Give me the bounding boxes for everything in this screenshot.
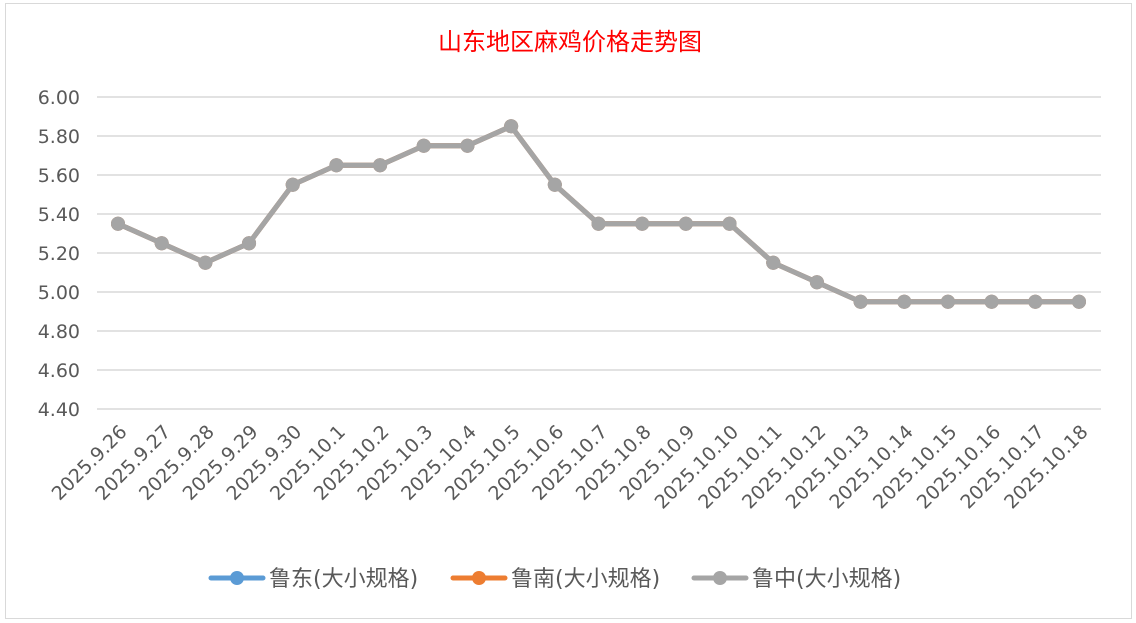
data-point [329, 158, 344, 173]
legend-marker-icon [230, 571, 244, 585]
data-point [635, 216, 650, 231]
data-point [591, 216, 606, 231]
legend-label: 鲁东(大小规格) [269, 567, 418, 592]
data-point [198, 255, 213, 270]
data-point [853, 294, 868, 309]
legend-marker-icon [713, 571, 727, 585]
data-point [897, 294, 912, 309]
data-point [547, 177, 562, 192]
data-point [722, 216, 737, 231]
legend-marker-icon [472, 571, 486, 585]
y-tick-label: 4.60 [38, 360, 80, 382]
y-tick-label: 5.20 [38, 243, 80, 265]
legend-item[interactable]: 鲁东(大小规格) [208, 567, 418, 592]
data-point [154, 236, 169, 251]
legend-label: 鲁中(大小规格) [752, 567, 901, 592]
legend-item[interactable]: 鲁中(大小规格) [691, 567, 901, 592]
data-point [111, 216, 125, 231]
data-point [1028, 294, 1043, 309]
y-tick-label: 5.60 [38, 165, 80, 187]
data-point [242, 236, 257, 251]
data-point [285, 177, 300, 192]
chart-area [5, 3, 1132, 619]
data-point [1072, 294, 1086, 309]
y-tick-label: 6.00 [38, 87, 80, 109]
y-tick-label: 4.40 [38, 399, 80, 421]
y-tick-label: 5.00 [38, 282, 80, 304]
legend-label: 鲁南(大小规格) [511, 567, 660, 592]
data-point [416, 138, 431, 153]
data-point [678, 216, 693, 231]
series-2 [111, 119, 1086, 309]
data-point [504, 119, 519, 134]
chart-title: 山东地区麻鸡价格走势图 [438, 28, 702, 56]
data-point [940, 294, 955, 309]
data-point [809, 275, 824, 290]
y-tick-label: 5.80 [38, 126, 80, 148]
data-point [373, 158, 388, 173]
legend-item[interactable]: 鲁南(大小规格) [450, 567, 660, 592]
data-point [460, 138, 475, 153]
data-point [984, 294, 999, 309]
y-tick-label: 4.80 [38, 321, 80, 343]
data-point [766, 255, 781, 270]
y-tick-label: 5.40 [38, 204, 80, 226]
